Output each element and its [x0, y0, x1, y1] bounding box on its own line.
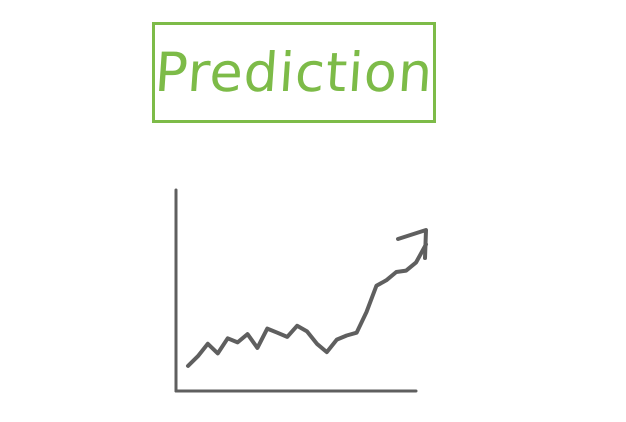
axes: [174, 188, 418, 393]
title-box: Prediction: [152, 22, 436, 123]
rising-trend-line: [186, 242, 428, 368]
rising-trend-arrow-icon: [396, 228, 428, 260]
